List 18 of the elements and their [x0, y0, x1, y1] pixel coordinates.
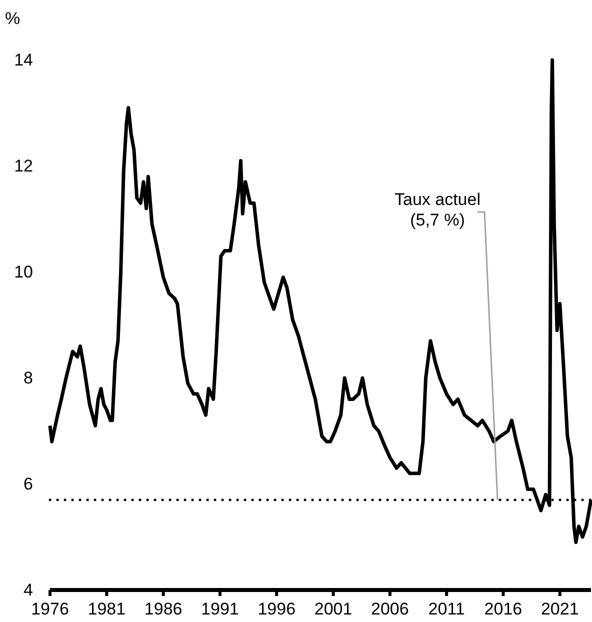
y-axis-title: %: [5, 9, 20, 28]
x-tick-label: 1991: [201, 599, 239, 618]
y-tick-label: 8: [24, 368, 33, 388]
x-tick-label: 2006: [371, 599, 409, 618]
x-tick-label: 2016: [484, 599, 522, 618]
y-tick-label: 6: [24, 474, 33, 494]
x-tick-label: 2021: [540, 599, 579, 618]
x-tick-label: 1981: [88, 599, 126, 618]
y-tick-label: 12: [14, 156, 33, 176]
y-tick-label: 10: [14, 262, 33, 282]
y-tick-label: 4: [24, 580, 33, 600]
x-tick-label: 1986: [144, 599, 182, 618]
annotation: Taux actuel (5,7 %): [394, 190, 481, 230]
x-tick-label: 2011: [428, 599, 465, 618]
x-tick-label: 1996: [258, 599, 296, 618]
x-tick-label: 2001: [314, 599, 352, 618]
y-tick-label: 14: [14, 50, 33, 70]
x-tick-label: 1976: [31, 599, 69, 618]
